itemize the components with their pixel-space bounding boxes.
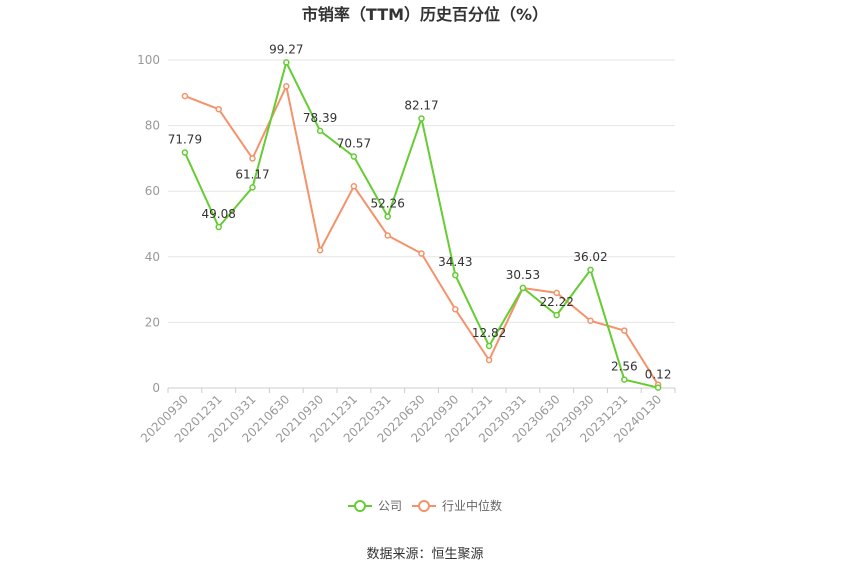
data-label: 71.79 [168,133,202,147]
data-point [215,223,222,231]
data-label: 12.82 [472,326,506,340]
data-point [418,250,425,257]
data-label: 30.53 [506,268,540,282]
data-point [249,184,256,191]
legend[interactable]: 公司 行业中位数 [348,498,502,513]
data-label: 61.17 [235,167,269,181]
y-axis-ticks: 0 20 40 60 80 100 [137,53,160,395]
data-label: 36.02 [573,250,607,264]
legend-item-0[interactable]: 公司 [348,499,402,513]
legend-marker [354,500,366,512]
data-label: 82.17 [404,98,438,112]
data-label: 0.12 [645,368,672,382]
series-lines [181,59,662,391]
y-tick-label: 20 [145,315,160,329]
source-text: 数据来源：恒生聚源 [366,547,483,562]
data-label: 34.43 [438,255,472,269]
y-tick-label: 40 [145,250,160,264]
data-point [418,115,425,122]
y-tick-label: 100 [137,53,160,67]
data-point [384,213,391,220]
x-axis: 2020093020201231202103312021063020210930… [138,387,676,445]
data-point [215,105,222,113]
data-point [519,284,527,292]
data-point [316,127,324,135]
legend-label: 行业中位数 [442,498,502,513]
data-point [485,342,493,350]
data-point [587,317,594,325]
data-point [452,306,459,313]
data-point [384,232,391,239]
y-tick-label: 0 [152,381,160,395]
data-point [654,384,662,391]
data-point [350,153,358,160]
data-point [621,376,628,383]
series-1 [181,82,662,388]
data-label: 70.57 [337,137,371,151]
legend-item-1[interactable]: 行业中位数 [412,498,502,513]
data-label: 99.27 [269,42,303,56]
data-point [350,183,358,190]
data-point [553,289,560,297]
series-line [184,85,659,386]
data-point [316,246,324,254]
legend-label: 公司 [378,499,402,513]
data-point [587,266,594,274]
data-point [452,271,459,279]
data-point [553,311,560,319]
data-point [283,59,290,66]
data-label: 78.39 [303,111,337,125]
data-point [249,155,256,162]
data-label: 22.22 [540,295,574,309]
series-0 [181,59,662,391]
legend-marker [418,500,430,512]
data-point [283,82,290,90]
data-label: 49.08 [202,207,236,221]
data-point [181,92,189,100]
data-point [485,356,493,364]
y-tick-label: 60 [145,184,160,198]
data-label: 52.26 [371,197,405,211]
chart-title: 市销率（TTM）历史百分位（%） [302,5,548,24]
data-label: 2.56 [611,360,638,374]
data-point [621,327,628,334]
y-tick-label: 80 [145,119,160,133]
data-point [181,149,189,156]
